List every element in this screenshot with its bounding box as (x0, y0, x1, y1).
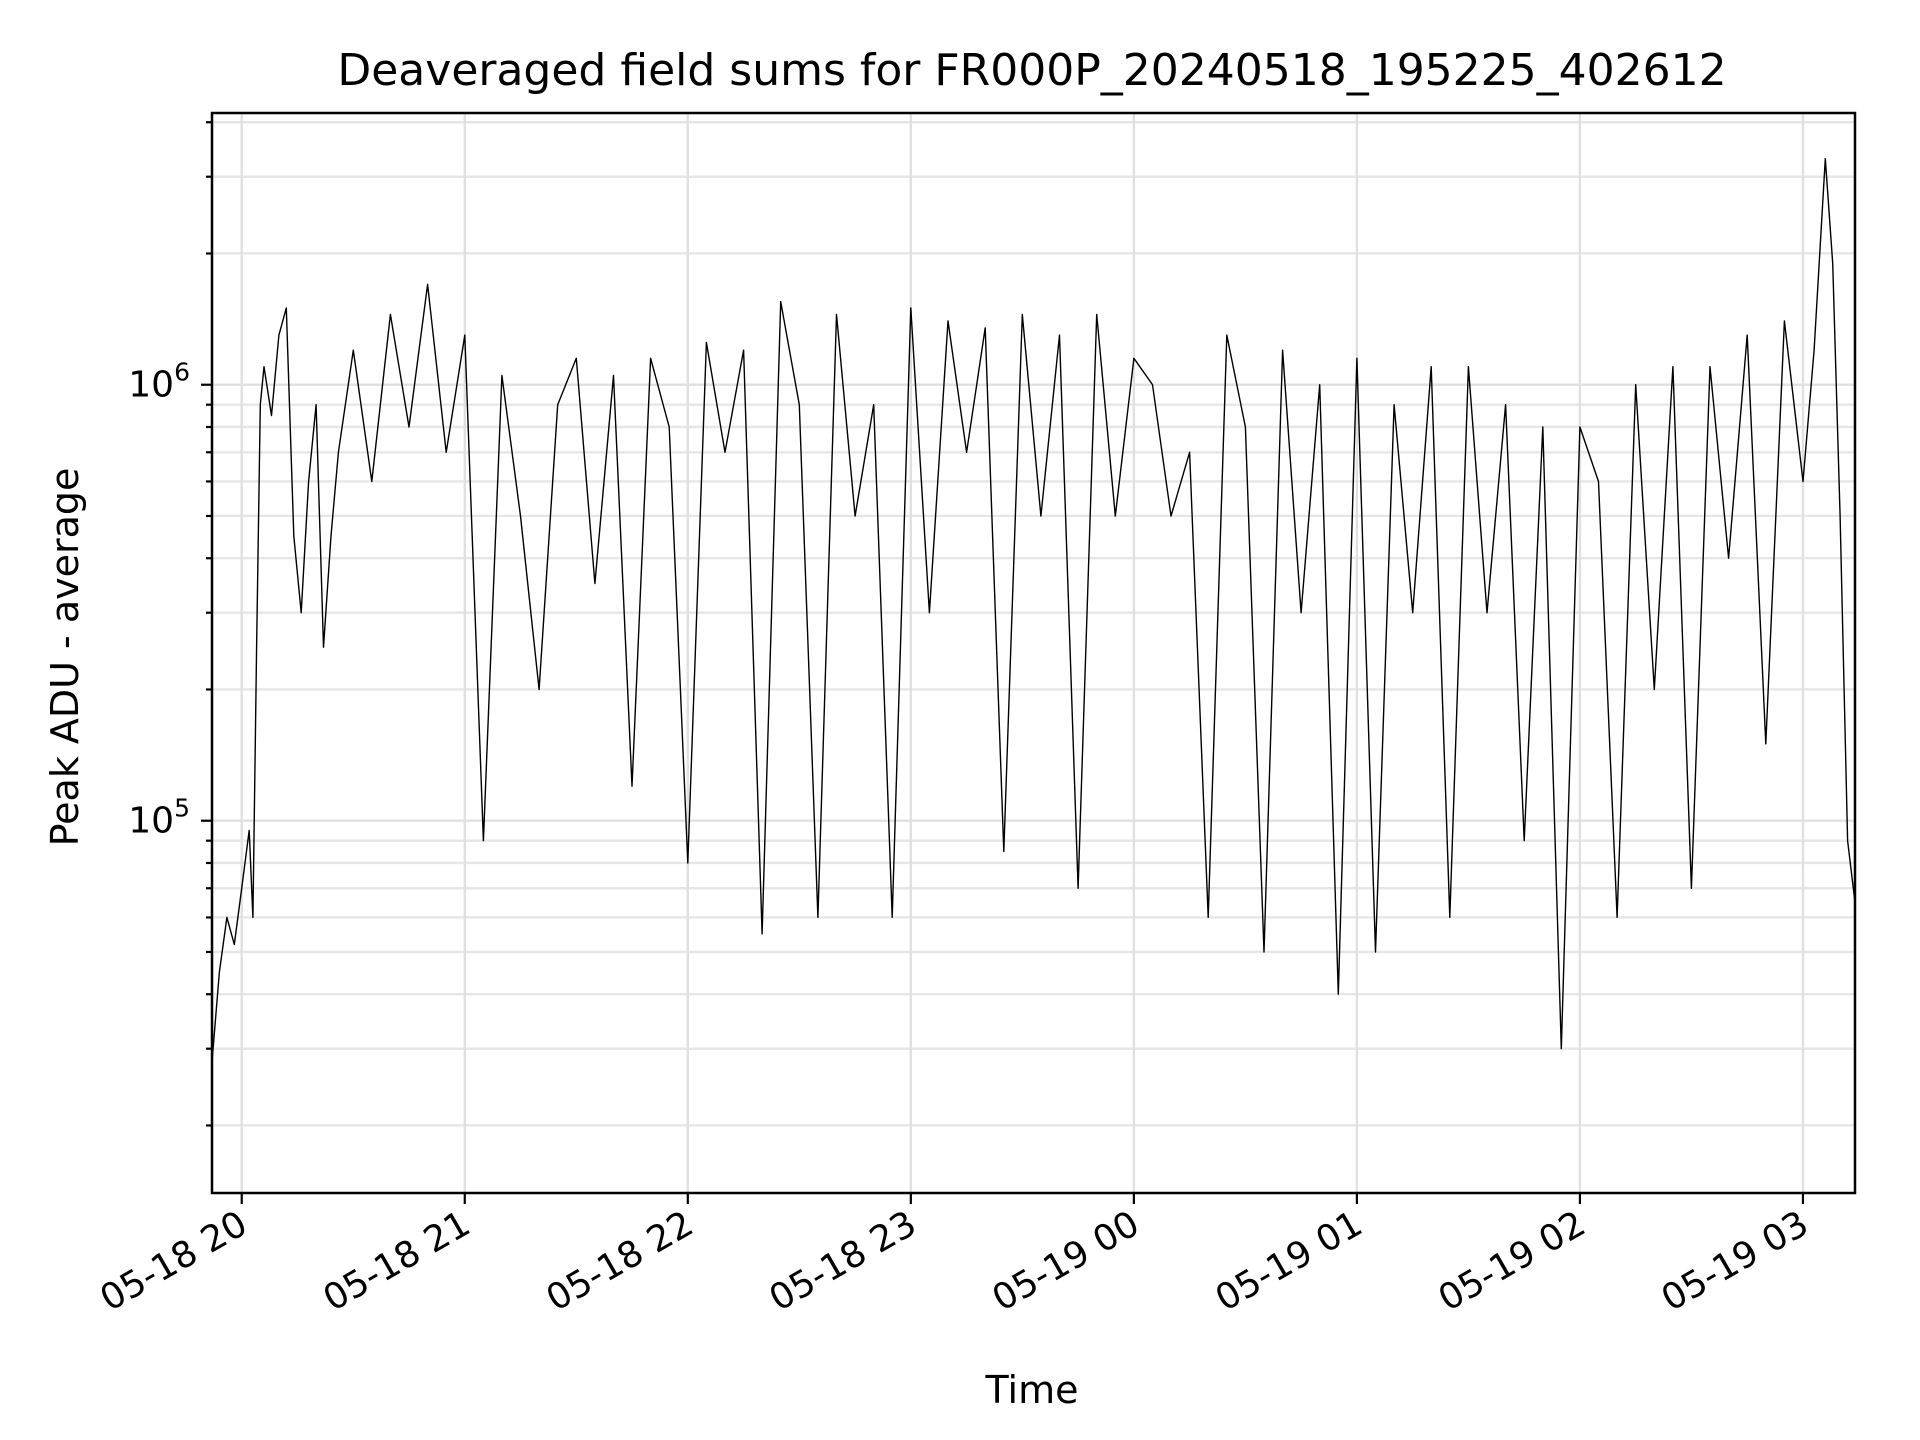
y-tick-label: 106 (128, 358, 190, 406)
series-layer (211, 157, 1856, 1062)
y-axis-ticks: 105 106 (128, 121, 212, 1127)
grid-layer (212, 113, 1855, 1193)
plot-area-frame (210, 111, 1857, 1195)
chart-title: Deaveraged field sums for FR000P_2024051… (337, 45, 1726, 96)
y-axis-label: Peak ADU - average (43, 468, 87, 847)
x-axis-label: Time (985, 1368, 1079, 1412)
y-tick-label: 105 (128, 794, 190, 842)
series-line (211, 157, 1856, 1062)
